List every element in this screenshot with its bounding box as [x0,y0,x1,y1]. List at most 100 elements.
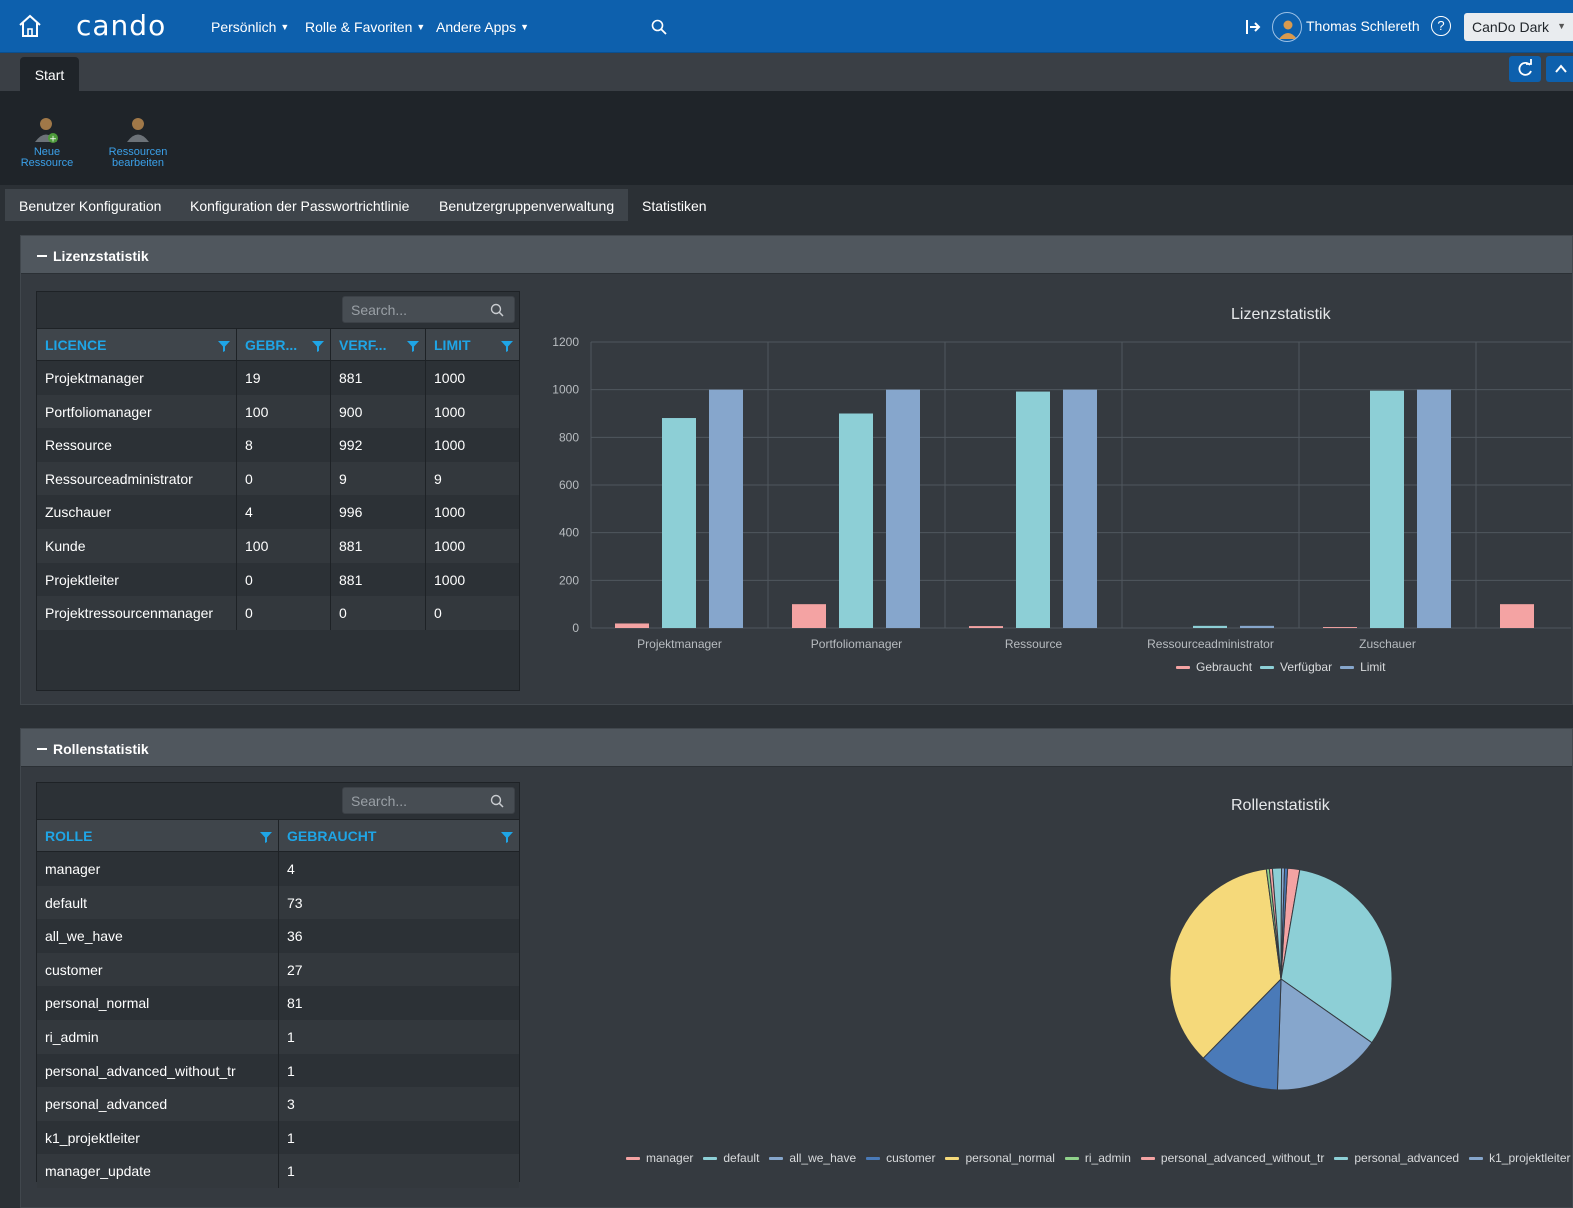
license-grid-body: Projektmanager 19 881 1000 Portfoliomanager 1… [37,361,519,630]
table-row[interactable]: Projektmanager 19 881 1000 [37,361,519,395]
table-row[interactable]: manager_update 1 [37,1154,519,1188]
table-row[interactable]: Ressource 8 992 1000 [37,428,519,462]
table-cell: customer [37,952,279,987]
user-name[interactable]: Thomas Schlereth [1306,18,1420,34]
filter-icon[interactable] [218,340,230,352]
table-row[interactable]: Projektressourcenmanager 0 0 0 [37,596,519,630]
legend-item[interactable]: Limit [1340,660,1385,674]
tab-start[interactable]: Start [20,57,79,91]
table-row[interactable]: Projektleiter 0 881 1000 [37,562,519,597]
tab-statistics[interactable]: Statistiken [628,189,728,221]
bar [1016,391,1050,628]
table-cell: 0 [237,562,331,597]
legend-item[interactable]: personal_advanced_without_tr [1140,1151,1324,1165]
table-cell: 881 [331,361,426,395]
bar [792,604,826,628]
table-row[interactable]: personal_normal 81 [37,986,519,1020]
license-search-input[interactable]: Search... [342,296,515,323]
collapse-button[interactable] [1546,56,1573,82]
column-header-available[interactable]: VERF... [331,329,426,360]
theme-selector[interactable]: CanDo Dark ▼ [1464,13,1573,41]
table-row[interactable]: customer 27 [37,952,519,987]
column-header-available-label: VERF... [339,337,387,353]
table-cell: Zuschauer [37,495,237,529]
search-icon[interactable] [650,18,668,36]
tab-user-configuration[interactable]: Benutzer Konfiguration [5,189,176,221]
table-cell: 27 [287,961,303,978]
edit-resources-button[interactable]: Ressourcen bearbeiten [98,115,178,169]
license-panel-header[interactable]: Lizenzstatistik [21,236,1572,274]
nav-menu-other-apps[interactable]: Andere Apps ▼ [436,19,529,35]
column-header-role-used-label: GEBRAUCHT [287,828,377,844]
legend-item[interactable]: Gebraucht [1176,660,1252,674]
table-row[interactable]: personal_advanced_without_tr 1 [37,1053,519,1088]
filter-icon[interactable] [501,831,513,843]
pie-slice[interactable] [1280,867,1289,980]
legend-swatch [1140,1156,1155,1160]
filter-icon[interactable] [260,831,272,843]
column-header-used-label: GEBR... [245,337,298,353]
filter-icon[interactable] [501,340,513,352]
column-header-limit[interactable]: LIMIT [426,329,519,360]
table-cell: 1000 [434,537,466,554]
license-bar-chart: 0 200 400 600 800 1000 1200 Projektmanager Portf… [552,335,1571,651]
legend-item[interactable]: personal_advanced [1334,1151,1459,1165]
license-statistics-panel: Lizenzstatistik Search... LICENCE GEBR..… [20,235,1573,705]
pie-slice[interactable] [1169,868,1282,1059]
legend-item[interactable]: personal_normal [945,1151,1055,1165]
legend-label: Verfügbar [1280,660,1333,674]
y-tick-label: 400 [559,526,579,540]
nav-menu-roles-favorites[interactable]: Rolle & Favoriten ▼ [305,19,425,35]
refresh-icon [1518,59,1532,76]
search-icon [490,303,504,317]
legend-swatch [1260,665,1275,669]
table-row[interactable]: all_we_have 36 [37,919,519,953]
app-logo[interactable]: cando [76,9,167,42]
chevron-up-icon [1555,64,1567,73]
table-row[interactable]: Portfoliomanager 100 900 1000 [37,394,519,429]
theme-selector-label: CanDo Dark [1472,19,1550,35]
user-avatar[interactable] [1272,12,1302,42]
legend-item[interactable]: Verfügbar [1260,660,1332,674]
pie-slice[interactable] [1276,978,1373,1091]
table-cell: personal_advanced [37,1087,279,1121]
legend-item[interactable]: all_we_have [769,1151,856,1165]
legend-item[interactable]: default [703,1151,759,1165]
column-header-role-used[interactable]: GEBRAUCHT [279,820,519,851]
filter-icon[interactable] [407,340,419,352]
table-cell: Kunde [37,528,237,563]
pie-slice[interactable] [1280,869,1393,1044]
table-row[interactable]: Ressourceadministrator 0 9 9 [37,461,519,496]
column-header-role[interactable]: ROLLE [37,820,279,851]
legend-item[interactable]: k1_projektleiter [1469,1151,1570,1165]
new-resource-button[interactable]: + Neue Ressource [7,115,87,169]
table-cell: 996 [331,495,426,529]
help-icon[interactable]: ? [1431,16,1451,36]
filter-icon[interactable] [312,340,324,352]
column-header-used[interactable]: GEBR... [237,329,331,360]
table-cell: 0 [237,596,331,630]
table-row[interactable]: Zuschauer 4 996 1000 [37,495,519,529]
legend-item[interactable]: customer [866,1151,935,1165]
legend-item[interactable]: manager [626,1151,693,1165]
role-search-input[interactable]: Search... [342,787,515,814]
home-icon[interactable] [16,12,44,40]
table-row[interactable]: manager 4 [37,852,519,886]
role-panel-header[interactable]: Rollenstatistik [21,729,1572,767]
logout-icon[interactable] [1244,18,1262,36]
refresh-button[interactable] [1509,56,1541,82]
column-header-licence[interactable]: LICENCE [37,329,237,360]
tab-user-group-management[interactable]: Benutzergruppenverwaltung [425,189,628,221]
column-header-limit-label: LIMIT [434,337,471,353]
table-row[interactable]: personal_advanced 3 [37,1087,519,1121]
legend-item[interactable]: ri_admin [1064,1151,1131,1165]
table-row[interactable]: k1_projektleiter 1 [37,1120,519,1155]
table-row[interactable]: default 73 [37,885,519,920]
table-row[interactable]: Kunde 100 881 1000 [37,528,519,563]
nav-menu-personal[interactable]: Persönlich ▼ [211,19,289,35]
pie-slice[interactable] [1202,977,1282,1091]
table-cell: manager [37,852,279,886]
table-row[interactable]: ri_admin 1 [37,1019,519,1054]
table-cell: 81 [287,995,303,1012]
tab-password-policy[interactable]: Konfiguration der Passwortrichtlinie [176,189,425,221]
